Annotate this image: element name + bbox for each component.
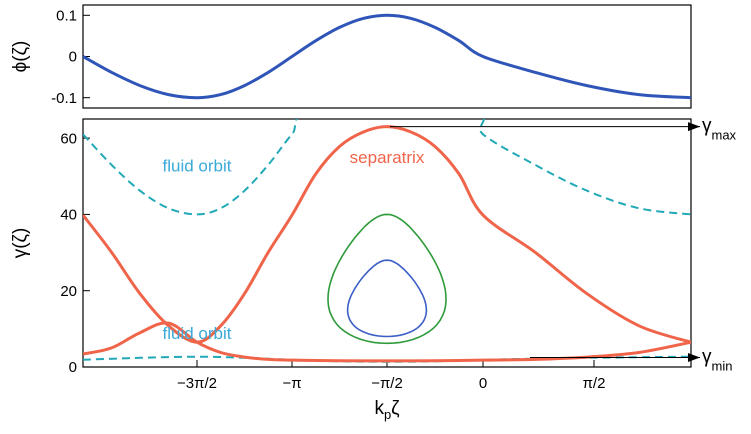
gamma-max-arrow-head [688,122,700,132]
bottom-ytick-label-3: 60 [60,130,77,147]
gamma-max-subscript: max [712,128,737,143]
separatrix-upper-line [83,125,691,344]
bottom-y-axis-label: γ(ζ) [10,228,31,259]
phi-series-line [83,13,691,100]
separatrix-annotation: separatrix [350,148,425,167]
bottom-series-layer [83,119,691,363]
gamma-max-marker: γmax [390,116,737,143]
top-series-layer [83,13,691,100]
bottom-xtick-0: −3π/2 [177,360,217,392]
top-ytick-label-1: 0 [69,49,77,66]
bottom-xtick-label-1: −π [282,375,301,392]
x-axis-label-main: k [374,398,384,419]
gamma-max-label: γmax [702,116,737,143]
bottom-xtick-label-0: −3π/2 [177,375,217,392]
gamma-min-subscript: min [712,358,733,373]
fluid-orbit-annotation-lower: fluid orbit [163,324,232,343]
bottom-xtick-1: −π [282,360,302,392]
top-plot-frame [82,4,692,109]
bottom-ytick-label-0: 0 [69,359,77,376]
fluid-orbit-upper-line [83,119,691,216]
bottom-ytick-0: 0 [69,359,90,376]
bottom-xtick-label-2: −π/2 [371,375,403,392]
bottom-ytick-1: 20 [60,283,90,300]
bottom-ytick-3: 60 [60,130,90,147]
bottom-panel: 0 20 40 60 −3π/2 −π [10,116,737,422]
fluid-orbit-lower-line [83,355,691,363]
separatrix-lower-line [83,321,691,363]
trapped-orbit-blue-line [346,259,428,338]
top-ytick-0: 0.1 [56,8,90,25]
gamma-min-symbol: γ [702,346,712,367]
bottom-xtick-4: π/2 [583,360,606,392]
gamma-min-marker: γmin [530,346,732,373]
top-ytick-2: -0.1 [51,90,90,107]
gamma-max-symbol: γ [702,116,712,137]
bottom-xtick-label-3: 0 [479,375,487,392]
trapped-orbit-green-line [327,213,447,345]
top-panel: 0.1 0 -0.1 ϕ(ζ) [10,4,692,109]
bottom-x-axis-label: kpζ [374,398,400,422]
top-y-axis-label: ϕ(ζ) [10,41,31,73]
bottom-xtick-2: −π/2 [371,360,403,392]
top-ytick-label-2: -0.1 [51,90,77,107]
gamma-min-arrow-head [688,352,700,362]
bottom-ytick-label-2: 40 [60,207,77,224]
x-axis-label-sub: p [384,407,391,422]
bottom-yticks: 0 20 40 60 [60,130,90,376]
fluid-orbit-annotation-upper: fluid orbit [163,156,232,175]
bottom-xticks: −3π/2 −π −π/2 0 π/2 [177,360,605,392]
top-ytick-label-0: 0.1 [56,8,77,25]
bottom-ytick-label-1: 20 [60,283,77,300]
bottom-ytick-2: 40 [60,207,90,224]
gamma-min-label: γmin [702,346,732,373]
top-yticks: 0.1 0 -0.1 [51,8,90,107]
bottom-xtick-3: 0 [479,360,487,392]
bottom-xtick-label-4: π/2 [583,375,606,392]
x-axis-label-tail: ζ [391,398,400,419]
